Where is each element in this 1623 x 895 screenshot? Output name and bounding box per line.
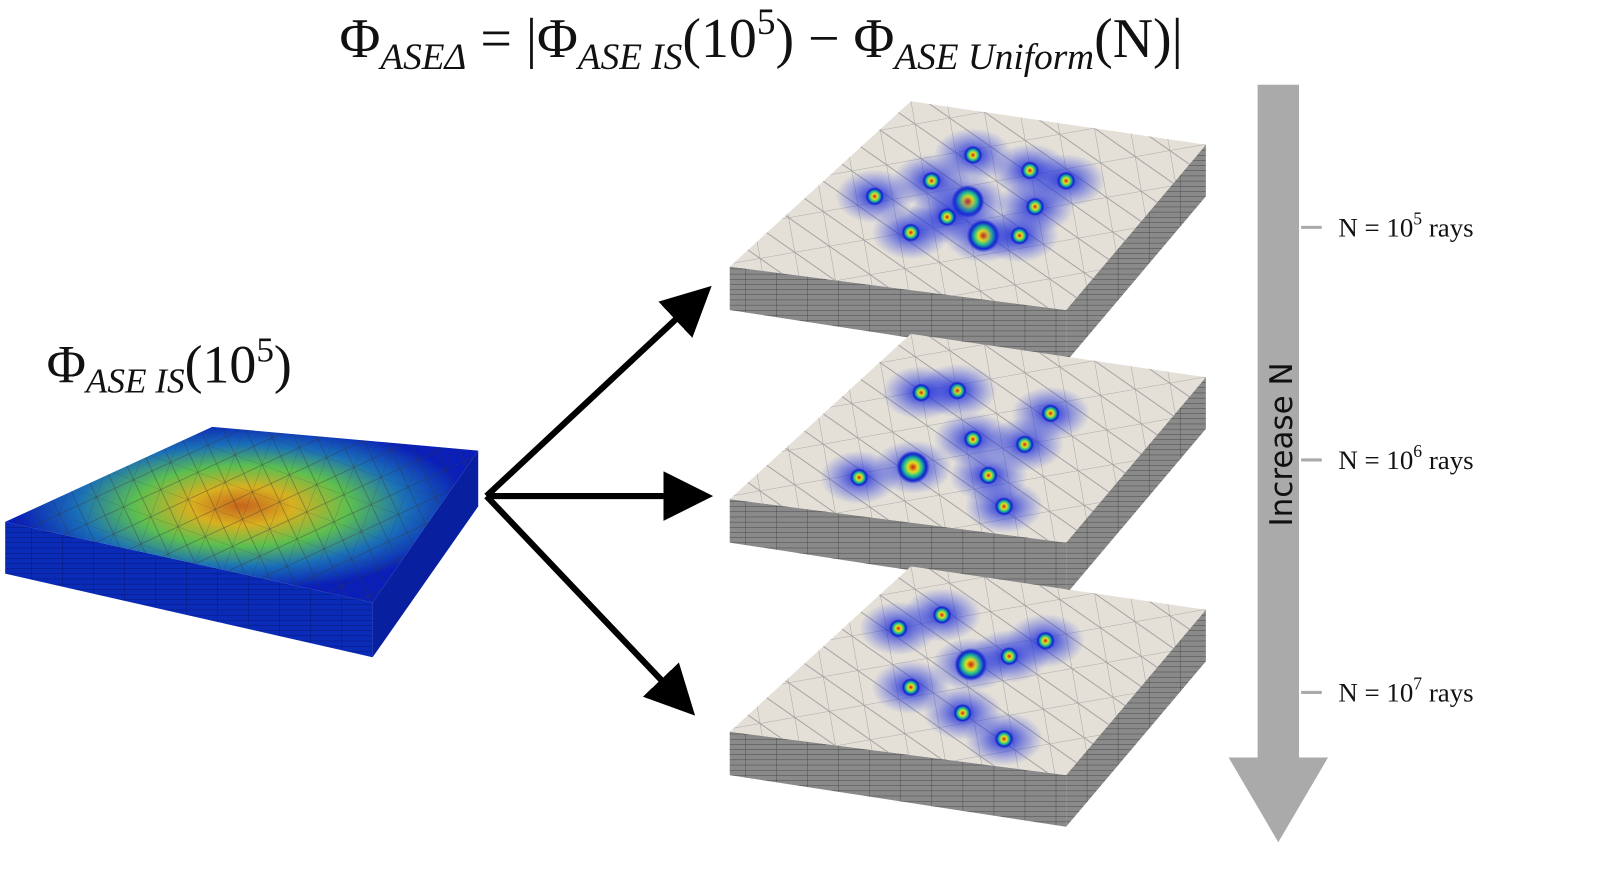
- slab-mesh: [5, 426, 479, 603]
- slab-front: [729, 499, 1067, 595]
- result-slab: [729, 566, 1206, 827]
- label-part: Φ: [47, 334, 86, 394]
- source-label: ΦASE IS(105): [47, 331, 292, 401]
- level-suffix: rays: [1422, 213, 1474, 243]
- peak: [937, 207, 957, 227]
- label-part: ): [274, 334, 292, 394]
- slab-side: [1066, 377, 1206, 595]
- axis-label: Increase N: [1264, 362, 1300, 526]
- formula-part: (10: [682, 8, 757, 70]
- level-prefix: N = 10: [1338, 678, 1413, 708]
- peak: [932, 605, 952, 625]
- slab-front: [5, 521, 373, 658]
- peak: [994, 497, 1014, 516]
- peak: [849, 468, 869, 487]
- peak: [889, 619, 908, 638]
- level-prefix: N = 10: [1338, 213, 1413, 243]
- formula-part: Φ: [340, 8, 381, 70]
- peak: [1025, 197, 1045, 216]
- peak: [1036, 631, 1055, 651]
- level-prefix: N = 10: [1338, 445, 1413, 475]
- peak: [922, 171, 941, 191]
- level-exponent: 7: [1413, 673, 1422, 693]
- formula-part: (N)|: [1094, 8, 1183, 70]
- formula-sub: ASEΔ: [377, 37, 466, 78]
- peak: [865, 187, 884, 206]
- level-label: N = 106 rays: [1338, 441, 1473, 475]
- arrow-head: [1228, 757, 1329, 843]
- arrow-shaft: [1257, 84, 1300, 762]
- formula-sup: 5: [757, 2, 776, 43]
- peak: [994, 729, 1014, 749]
- label-part: (10: [185, 334, 257, 394]
- source-slab: [5, 426, 479, 658]
- result-slab: [729, 101, 1206, 362]
- slab-side: [1066, 609, 1206, 827]
- arrow: [484, 493, 696, 716]
- level-suffix: rays: [1422, 445, 1474, 475]
- formula-sub: ASE Uniform: [891, 37, 1094, 78]
- arrows: [484, 285, 714, 716]
- label-sub: ASE IS: [84, 362, 185, 401]
- peak: [896, 450, 930, 484]
- peak: [953, 703, 972, 723]
- formula-sub: ASE IS: [575, 37, 683, 78]
- peak: [963, 429, 983, 449]
- level-exponent: 5: [1413, 208, 1422, 228]
- increase-arrow: Increase N: [1228, 84, 1329, 843]
- level-suffix: rays: [1422, 678, 1474, 708]
- label-sup: 5: [256, 331, 274, 370]
- level-label: N = 107 rays: [1338, 673, 1473, 707]
- peak: [1056, 171, 1076, 191]
- formula-part: = |Φ: [466, 8, 578, 70]
- slab-front: [729, 266, 1067, 362]
- slab-side: [372, 450, 479, 658]
- peak: [901, 677, 921, 697]
- slab-side: [1066, 144, 1206, 362]
- peak: [1041, 404, 1060, 423]
- peak: [1015, 435, 1035, 454]
- peak: [911, 383, 931, 403]
- level-label: N = 105 rays: [1338, 208, 1473, 242]
- result-slab: [729, 333, 1206, 595]
- arrow: [484, 285, 712, 499]
- formula: ΦASEΔ = |ΦASE IS(105) − ΦASE Uniform(N)|: [340, 2, 1183, 78]
- peak: [979, 466, 998, 485]
- level-exponent: 6: [1413, 441, 1422, 461]
- slab-front: [729, 731, 1067, 827]
- peak: [963, 145, 983, 165]
- result-slabs: [729, 101, 1206, 827]
- formula-part: ) − Φ: [775, 8, 894, 70]
